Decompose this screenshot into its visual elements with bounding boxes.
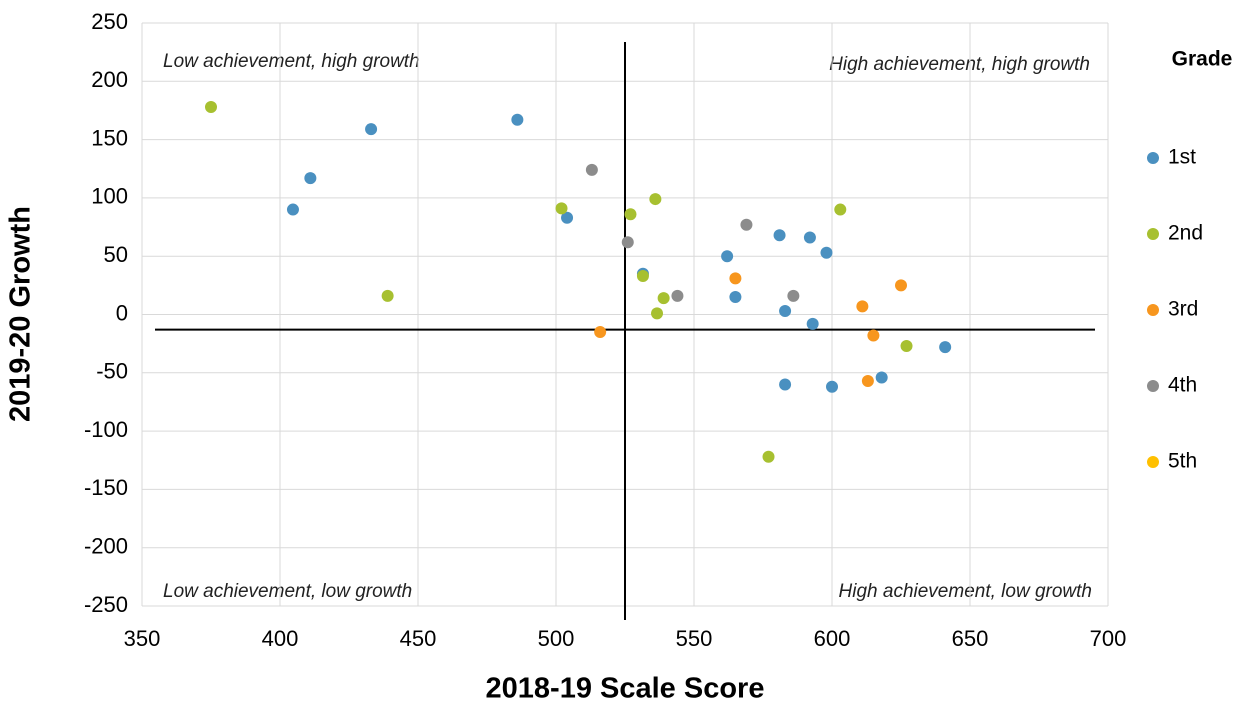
x-tick-label: 350	[124, 626, 161, 651]
point	[304, 172, 317, 185]
point	[381, 289, 394, 302]
point	[651, 307, 664, 320]
point	[729, 291, 742, 304]
point	[649, 193, 662, 206]
point	[624, 208, 637, 221]
point	[740, 218, 753, 231]
point	[861, 374, 874, 387]
legend-marker	[1147, 152, 1159, 164]
point	[762, 450, 775, 463]
x-tick-label: 650	[952, 626, 989, 651]
y-tick-label: -200	[84, 534, 128, 559]
y-axis-title: 2019-20 Growth	[5, 206, 37, 422]
y-tick-label: -250	[84, 592, 128, 617]
point	[286, 203, 299, 216]
x-tick-label: 450	[400, 626, 437, 651]
y-tick-label: 150	[91, 125, 128, 150]
annotation: Low achievement, high growth	[163, 51, 420, 72]
y-tick-label: 200	[91, 67, 128, 92]
legend-marker	[1147, 228, 1159, 240]
legend-label: 3rd	[1168, 298, 1198, 321]
legend-marker	[1147, 304, 1159, 316]
legend-marker	[1147, 456, 1159, 468]
y-tick-label: 250	[91, 9, 128, 34]
legend-label: 4th	[1168, 374, 1197, 397]
point	[594, 325, 607, 338]
point	[900, 339, 913, 352]
point	[939, 341, 952, 354]
point	[806, 317, 819, 330]
x-tick-label: 500	[538, 626, 575, 651]
point	[779, 305, 792, 318]
point	[787, 289, 800, 302]
point	[365, 123, 378, 136]
x-tick-label: 550	[676, 626, 713, 651]
annotation: Low achievement, low growth	[163, 581, 412, 602]
x-axis-title: 2018-19 Scale Score	[486, 673, 765, 705]
legend-label: 2nd	[1168, 222, 1203, 245]
point	[779, 378, 792, 391]
y-tick-label: 0	[116, 300, 128, 325]
point	[834, 203, 847, 216]
annotation: High achievement, high growth	[829, 54, 1090, 75]
point	[826, 380, 838, 393]
annotation: High achievement, low growth	[839, 581, 1092, 602]
legend-label: 5th	[1168, 450, 1197, 473]
legend-label: 1st	[1168, 146, 1196, 169]
point	[585, 163, 598, 176]
legend-marker	[1147, 380, 1159, 392]
point	[561, 211, 574, 224]
point	[803, 231, 816, 244]
point	[205, 100, 217, 113]
point	[511, 113, 524, 126]
y-tick-label: 100	[91, 184, 128, 209]
y-tick-label: -150	[84, 475, 128, 500]
x-tick-label: 600	[814, 626, 851, 651]
y-tick-label: -50	[96, 359, 128, 384]
point	[636, 270, 649, 283]
y-tick-label: -100	[84, 417, 128, 442]
point	[895, 279, 907, 292]
point	[657, 292, 670, 305]
y-tick-label: 50	[104, 242, 128, 267]
point	[773, 229, 786, 242]
point	[729, 272, 742, 285]
x-tick-label: 400	[262, 626, 299, 651]
point	[856, 300, 869, 313]
x-tick-label: 700	[1090, 626, 1127, 651]
point	[721, 250, 734, 263]
legend-title: Grade	[1172, 48, 1233, 71]
point	[555, 202, 568, 215]
point	[820, 246, 833, 259]
point	[671, 289, 684, 302]
point	[867, 329, 880, 342]
point	[875, 371, 888, 384]
point	[621, 236, 634, 249]
